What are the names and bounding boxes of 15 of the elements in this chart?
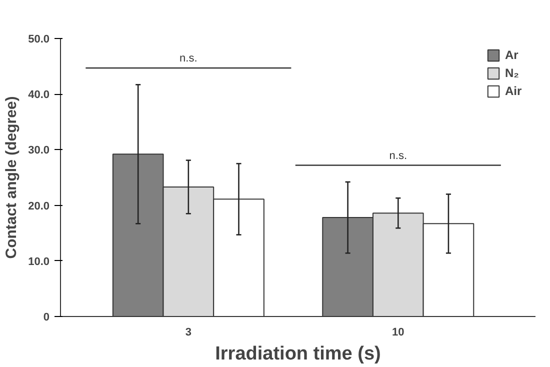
x-tick-label: 3 [185, 326, 192, 338]
legend-label: N₂ [505, 66, 520, 80]
x-tick-label: 10 [392, 326, 404, 338]
y-tick-label: 0 [43, 312, 50, 324]
y-tick-label: 10.0 [28, 256, 50, 268]
y-tick-label: 20.0 [28, 200, 50, 212]
y-tick-label: 40.0 [28, 89, 50, 102]
y-axis-title: Contact angle (degree) [3, 96, 20, 259]
y-tick-label: 50.0 [28, 34, 50, 46]
x-axis-title: Irradiation time (s) [215, 344, 381, 364]
annotation: n.s. [180, 52, 198, 65]
legend-label: Ar [505, 48, 520, 62]
legend-label: Air [505, 84, 523, 98]
y-tick-label: 30.0 [28, 144, 50, 157]
annotation: n.s. [389, 150, 408, 162]
